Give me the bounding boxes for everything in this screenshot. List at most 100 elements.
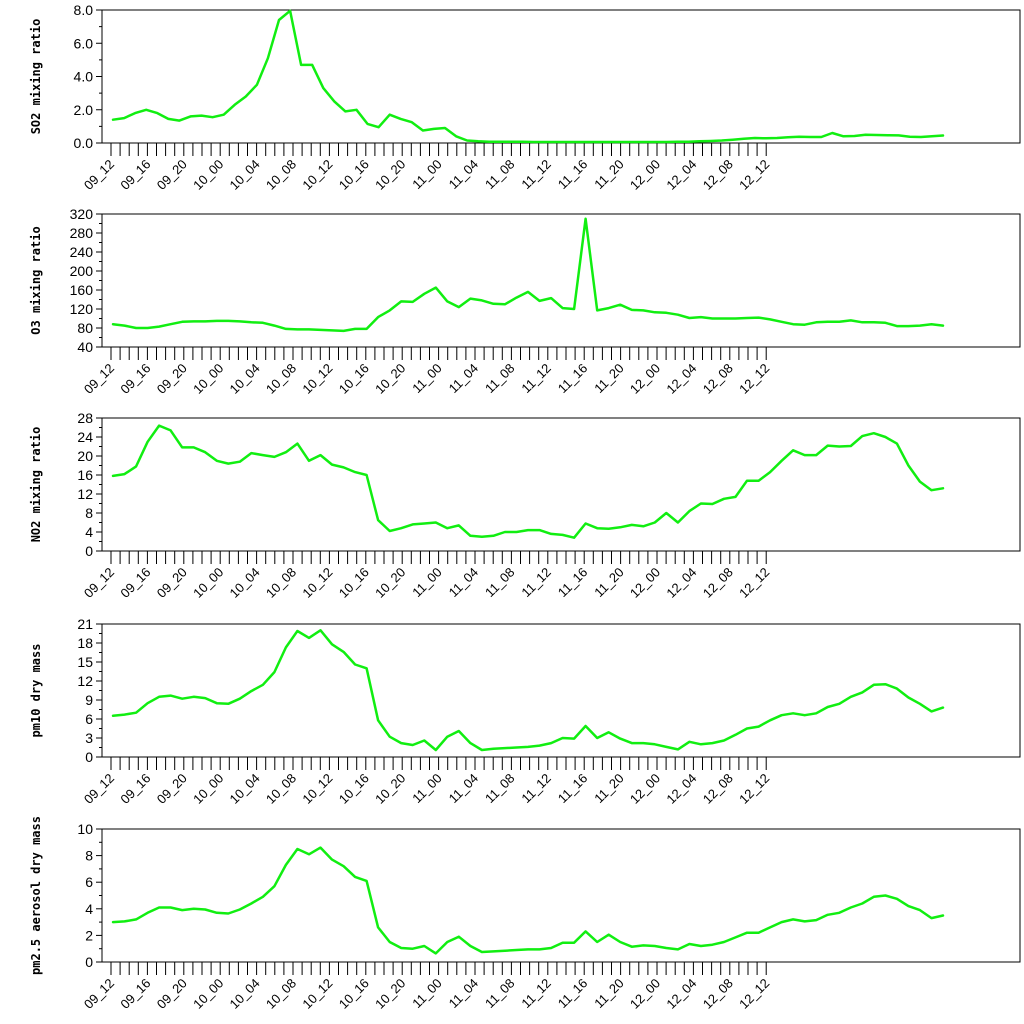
x-tick-label: 10_20 [372,771,408,807]
x-tick-label: 10_12 [299,565,335,601]
x-tick-label: 10_12 [299,976,335,1012]
x-tick-label: 11_20 [591,771,626,806]
x-tick-label: 11_04 [446,361,481,396]
x-tick-label: 09_16 [117,157,153,193]
series-line [111,9,945,144]
y-tick-label: 40 [77,339,93,355]
plot-frame [101,417,1021,552]
x-tick-label: 11_12 [518,157,553,192]
x-tick-label: 11_16 [555,771,590,806]
x-tick-label: 12_04 [663,976,699,1012]
x-tick-label: 12_08 [700,361,736,397]
x-tick-label: 09_20 [154,771,190,807]
x-tick-label: 09_16 [117,565,153,601]
x-tick-label: 09_12 [81,361,117,397]
x-tick-label: 10_08 [263,565,299,601]
x-tick-label: 10_16 [336,565,372,601]
x-tick-label: 12_12 [736,565,772,601]
x-tick-label: 10_08 [263,976,299,1012]
y-tick-label: 2.0 [74,102,94,118]
x-tick-label: 11_12 [518,565,553,600]
x-tick-label: 11_00 [409,976,444,1011]
x-tick-label: 11_20 [591,157,626,192]
x-tick-label: 11_16 [555,976,590,1011]
y-tick-label: 120 [70,301,94,317]
y-tick-label: 200 [70,263,94,279]
x-tick-label: 09_16 [117,771,153,807]
y-tick-label: 18 [77,635,93,651]
x-tick-label: 12_04 [663,361,699,397]
series-line [111,846,945,955]
x-tick-label: 11_08 [482,771,517,806]
x-tick-label: 12_12 [736,361,772,397]
chart-panel-1: 0.0 2.0 4.0 6.0 8.0 SO2 mixing ratio 09_12 09_1… [29,2,1021,193]
y-axis-label: NO2 mixing ratio [29,427,43,543]
x-tick-label: 10_00 [190,565,226,601]
y-tick-label: 6.0 [74,35,94,51]
x-tick-label: 09_12 [81,565,117,601]
x-tick-label: 11_12 [518,976,553,1011]
x-tick-label: 10_04 [227,157,263,193]
x-tick-label: 10_00 [190,976,226,1012]
x-tick-label: 10_00 [190,361,226,397]
y-tick-label: 160 [70,282,94,298]
x-tick-label: 12_00 [627,976,663,1012]
y-tick-label: 8.0 [74,2,94,18]
x-tick-label: 10_00 [190,157,226,193]
series-line [111,629,945,752]
y-tick-label: 9 [85,692,93,708]
x-tick-label: 11_08 [482,565,517,600]
chart-panel-3: 0 4 8 12 16 20 24 28 NO2 mixing ratio 09_12 09_16 0… [29,410,1021,601]
y-tick-label: 0 [85,954,93,970]
x-tick-label: 11_16 [555,565,590,600]
x-tick-label: 12_08 [700,157,736,193]
y-tick-label: 15 [77,654,93,670]
x-tick-label: 12_08 [700,771,736,807]
x-tick-label: 12_00 [627,157,663,193]
x-tick-label: 10_04 [227,361,263,397]
x-tick-label: 11_04 [446,157,481,192]
x-tick-label: 11_12 [518,771,553,806]
x-tick-label: 11_16 [555,157,590,192]
x-tick-label: 12_00 [627,565,663,601]
x-tick-label: 11_20 [591,565,626,600]
y-tick-label: 240 [70,244,94,260]
x-tick-label: 10_20 [372,157,408,193]
x-tick-label: 11_20 [591,361,626,396]
x-tick-label: 11_16 [555,361,590,396]
x-tick-label: 10_16 [336,157,372,193]
y-tick-label: 6 [85,874,93,890]
x-tick-label: 10_16 [336,361,372,397]
plot-frame [101,623,1021,758]
plot-frame [101,213,1021,348]
y-axis-label: pm10 dry mass [29,644,43,738]
x-tick-label: 11_08 [482,361,517,396]
x-tick-label: 10_12 [299,157,335,193]
y-tick-label: 320 [70,206,94,222]
y-tick-label: 80 [77,320,93,336]
y-tick-label: 8 [85,848,93,864]
x-tick-label: 12_12 [736,976,772,1012]
y-axis-label: pm2.5 aerosol dry mass [29,816,43,975]
y-tick-label: 16 [77,467,93,483]
y-axis-label: SO2 mixing ratio [29,19,43,135]
y-tick-label: 12 [77,673,93,689]
x-tick-label: 10_08 [263,157,299,193]
x-tick-label: 11_00 [409,565,444,600]
x-tick-label: 10_20 [372,976,408,1012]
y-tick-label: 6 [85,711,93,727]
y-tick-label: 2 [85,927,93,943]
x-tick-label: 11_04 [446,565,481,600]
x-tick-label: 12_08 [700,976,736,1012]
x-tick-label: 09_16 [117,976,153,1012]
x-tick-label: 09_20 [154,565,190,601]
x-tick-label: 12_08 [700,565,736,601]
x-tick-label: 10_08 [263,771,299,807]
y-tick-label: 28 [77,410,93,426]
x-tick-label: 10_04 [227,565,263,601]
chart-panel-5: 0 2 4 6 8 10 pm2.5 aerosol dry mass 09_12 09_16 0… [29,816,1021,1012]
y-tick-label: 280 [70,225,94,241]
series-line [111,424,945,539]
y-tick-label: 20 [77,448,93,464]
